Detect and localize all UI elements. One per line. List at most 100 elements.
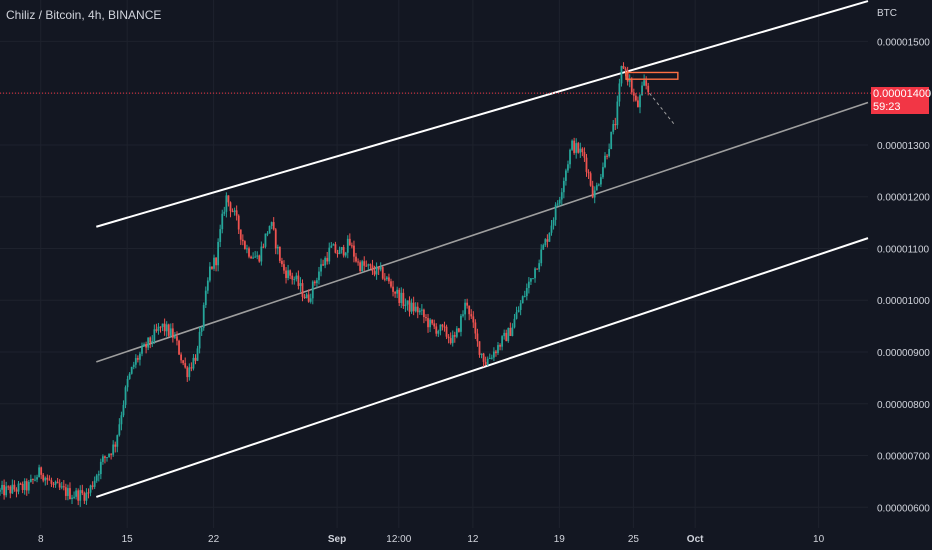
candle-body (237, 215, 240, 230)
candle-body (392, 286, 394, 292)
trend-channel[interactable] (95, 0, 869, 498)
drawing-overlays[interactable] (0, 71, 871, 125)
candle-body (501, 336, 504, 347)
candle-body (460, 315, 462, 332)
candle-body (75, 490, 78, 497)
candle-body (233, 210, 236, 212)
candle-body (198, 331, 201, 349)
candle-body (556, 203, 559, 205)
candle-body (569, 149, 571, 165)
candle-body (579, 148, 582, 153)
candle-body (174, 336, 176, 338)
candle-body (499, 345, 501, 347)
candle-body (507, 327, 510, 342)
candle-body (29, 478, 32, 482)
candle-body (490, 357, 493, 359)
axis-currency-label: BTC (877, 8, 897, 19)
candle-body (478, 341, 481, 355)
candle-body (589, 173, 592, 186)
candle-body (482, 353, 485, 362)
symbol-title[interactable]: Chiliz / Bitcoin, 4h, BINANCE (6, 8, 162, 22)
candle-body (303, 296, 306, 299)
candle-body (126, 378, 129, 388)
candle-body (287, 270, 289, 278)
candle-body (79, 490, 82, 501)
candle-body (293, 279, 296, 281)
candle-body (369, 264, 372, 266)
x-tick-label: 22 (208, 534, 220, 545)
candle-body (624, 68, 627, 71)
x-tick-label: 8 (38, 534, 44, 545)
candle-body (202, 305, 205, 328)
candle-body (23, 481, 26, 490)
candle-body (632, 92, 635, 96)
y-tick-label: 0.00001100 (877, 244, 930, 255)
candle-body (618, 83, 621, 102)
candle-body (52, 483, 55, 485)
candle-body (27, 481, 30, 491)
candle-body (350, 245, 353, 247)
x-tick-label: 25 (628, 534, 640, 545)
time-axis[interactable]: 8 15 22 Sep 12:00 12 19 25 Oct 10 (38, 534, 825, 545)
candle-body (334, 244, 337, 253)
candle-body (307, 294, 310, 302)
candle-body (437, 330, 440, 334)
candle-body (136, 358, 139, 360)
candle-body (159, 326, 162, 328)
candle-body (221, 213, 224, 230)
candle-body (93, 480, 96, 487)
candle-body (196, 348, 199, 361)
candle-body (388, 277, 390, 282)
candle-body (348, 238, 351, 246)
candle-body (58, 483, 61, 488)
candle-body (400, 292, 403, 303)
candle-body (645, 80, 648, 86)
candle-body (155, 329, 158, 331)
candle-body (215, 257, 217, 266)
candlestick-series (0, 62, 650, 507)
candle-body (423, 309, 425, 318)
candle-body (340, 247, 343, 250)
candle-body (336, 252, 339, 255)
candle-body (180, 354, 182, 361)
candle-body (381, 267, 384, 279)
candle-body (371, 265, 374, 272)
candle-body (141, 346, 143, 354)
candle-body (62, 486, 65, 488)
candle-body (330, 245, 333, 248)
candle-body (67, 488, 69, 496)
candle-body (60, 486, 63, 488)
candle-body (252, 257, 255, 259)
y-tick-label: 0.00001000 (877, 296, 930, 307)
candle-body (77, 490, 80, 501)
candle-body (229, 202, 232, 212)
channel-upper-line (96, 0, 869, 228)
resistance-zone-box (625, 71, 679, 80)
candle-body (398, 289, 401, 303)
y-tick-label: 0.00000800 (877, 400, 930, 411)
candle-body (383, 278, 386, 280)
candle-body (525, 287, 528, 297)
candle-body (153, 329, 156, 341)
candle-body (241, 239, 244, 242)
candle-body (418, 310, 421, 313)
candle-body (266, 233, 269, 235)
candle-body (548, 232, 551, 242)
candle-body (97, 474, 100, 476)
candle-body (139, 353, 141, 360)
candle-body (497, 345, 499, 354)
candle-body (441, 324, 444, 327)
candle-body (637, 100, 639, 108)
candle-body (457, 328, 460, 332)
candle-body (453, 335, 456, 337)
candle-body (69, 488, 71, 500)
candle-body (91, 485, 94, 487)
candle-body (429, 319, 431, 328)
candle-body (178, 340, 180, 355)
candle-body (511, 327, 514, 336)
candle-body (50, 480, 53, 484)
candle-body (83, 493, 86, 501)
candle-body (346, 238, 349, 253)
